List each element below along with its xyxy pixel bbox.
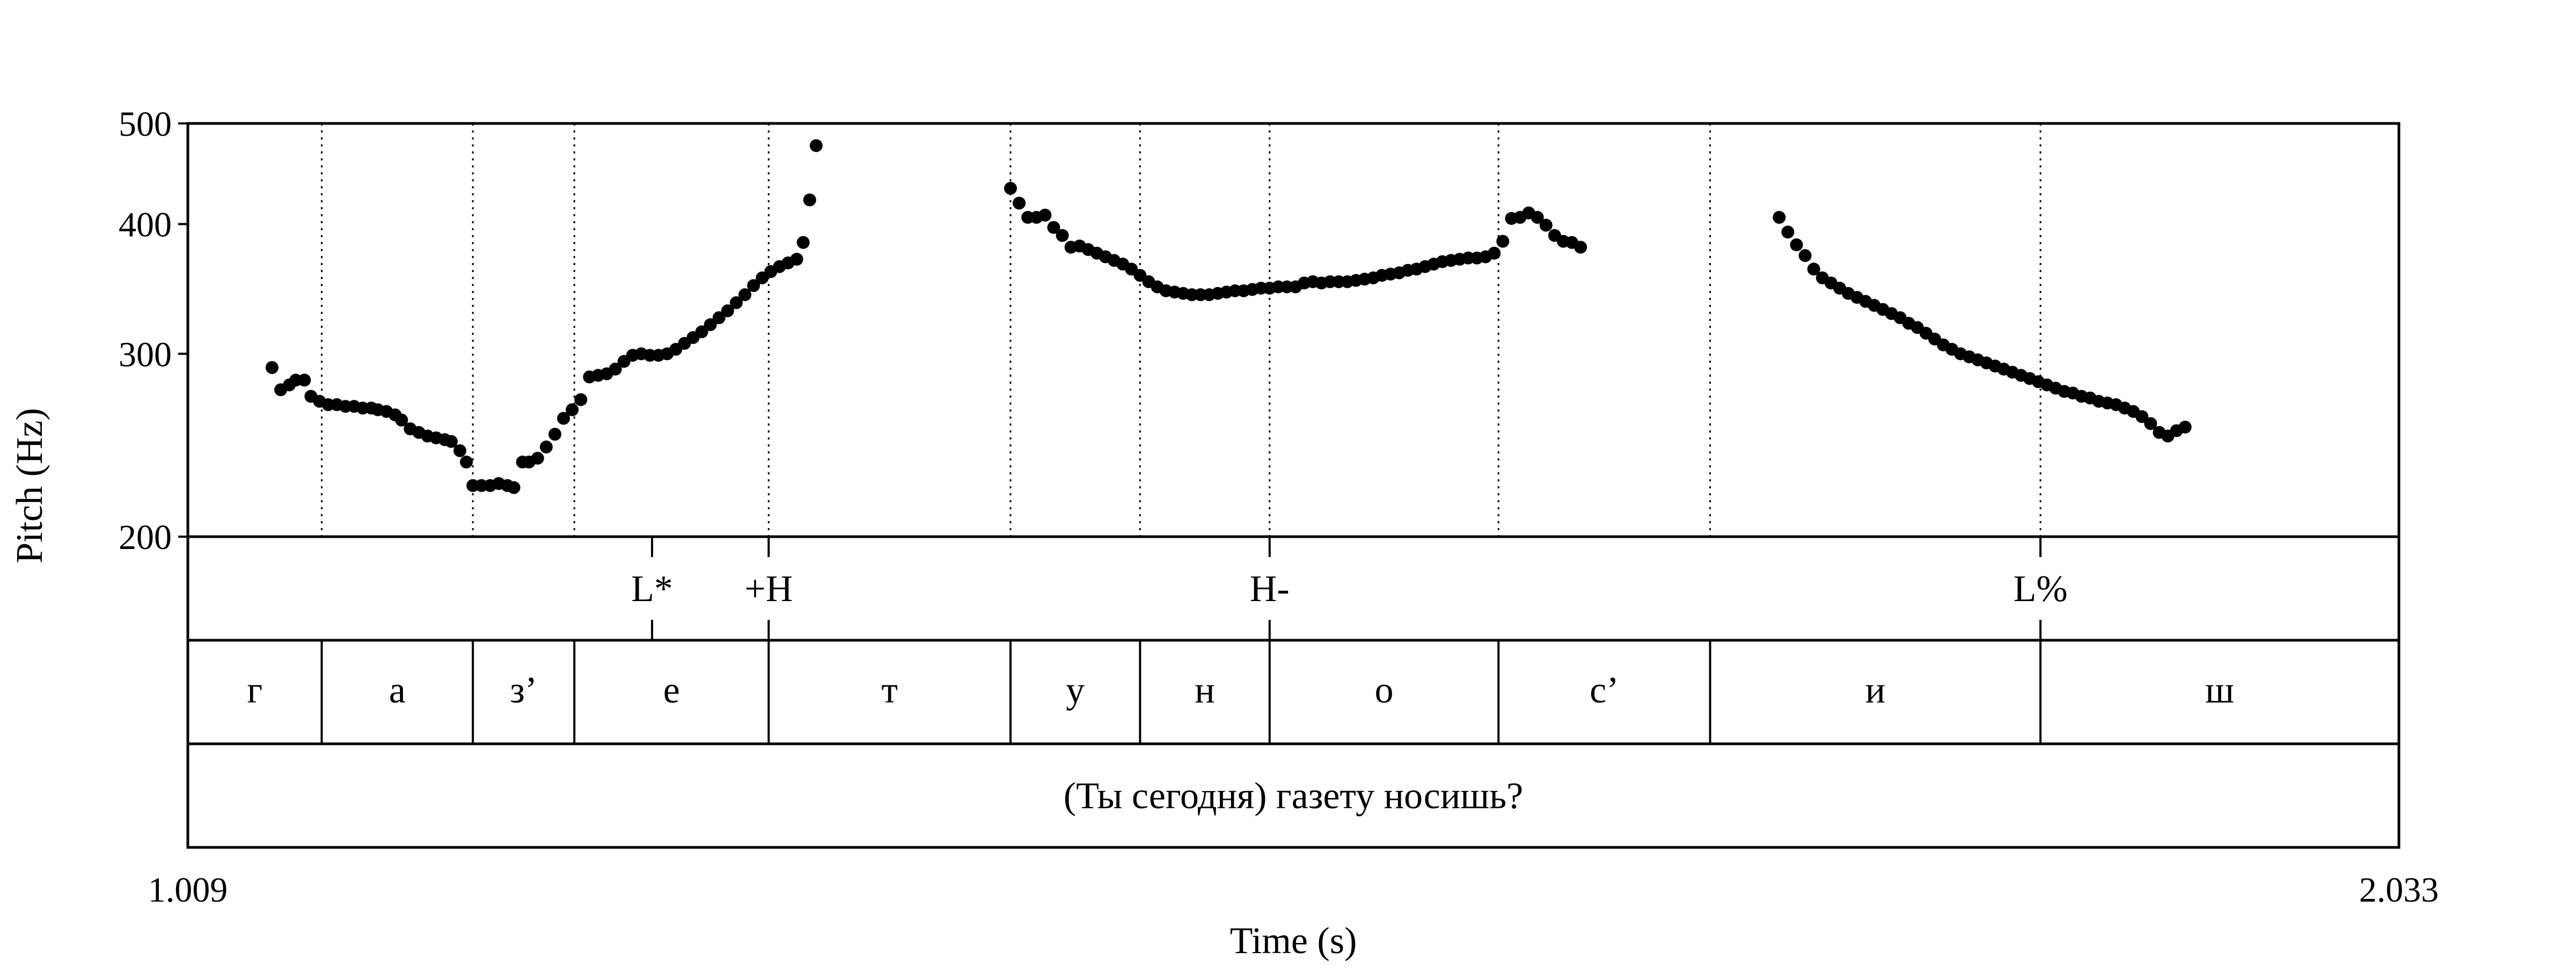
pitch-point-71 <box>1038 208 1052 222</box>
pitch-point-133 <box>1574 240 1587 254</box>
pitch-point-22 <box>444 435 458 448</box>
y-tick-label-300: 300 <box>119 335 172 374</box>
x-tick-label-start: 1.009 <box>148 870 228 910</box>
pitch-track <box>265 139 2192 494</box>
pitch-point-38 <box>574 393 588 406</box>
pitch-point-65 <box>803 193 816 207</box>
pitch-point-176 <box>2135 410 2149 423</box>
segment-label-9: и <box>1865 670 1885 711</box>
tone-label-3: L% <box>2014 568 2068 610</box>
pitch-point-0 <box>265 361 279 374</box>
segment-label-4: т <box>881 670 898 711</box>
segment-label-8: с’ <box>1590 670 1619 711</box>
pitch-point-36 <box>557 412 570 425</box>
pitch-point-37 <box>566 403 579 416</box>
tone-label-2: H- <box>1250 568 1290 610</box>
y-tick-label-200: 200 <box>119 518 172 557</box>
y-axis-title: Pitch (Hz) <box>9 408 50 564</box>
pitch-point-33 <box>531 451 544 465</box>
segment-boundary-lines <box>320 123 2041 537</box>
pitch-point-136 <box>1790 238 1803 252</box>
segment-label-3: е <box>663 670 680 711</box>
pitch-point-138 <box>1807 262 1820 276</box>
pitch-point-58 <box>747 279 760 292</box>
pitch-point-24 <box>460 455 473 469</box>
pitch-point-68 <box>1013 196 1026 210</box>
pitch-point-124 <box>1496 235 1510 248</box>
pitch-point-57 <box>738 288 752 302</box>
pitch-point-135 <box>1781 225 1795 239</box>
pitch-point-56 <box>729 296 743 310</box>
pitch-point-23 <box>453 444 466 457</box>
pitch-point-4 <box>298 374 311 387</box>
pitch-point-53 <box>704 318 717 332</box>
pitch-point-177 <box>2144 417 2157 430</box>
pitch-point-73 <box>1056 229 1069 242</box>
x-tick-label-end: 2.033 <box>2359 870 2439 910</box>
pitch-point-181 <box>2178 420 2192 434</box>
pitch-point-64 <box>796 236 810 249</box>
segment-label-10: ш <box>2205 670 2234 711</box>
segment-label-0: г <box>247 670 262 711</box>
pitch-point-66 <box>809 139 823 152</box>
pitch-point-52 <box>695 325 708 339</box>
segment-tier: г а з’ е т у н о с’ и ш <box>247 640 2234 744</box>
pitch-point-55 <box>721 304 734 318</box>
pitch-point-129 <box>1539 218 1553 232</box>
segment-label-2: з’ <box>510 670 537 711</box>
pitch-point-34 <box>539 440 553 453</box>
chart-frames <box>186 122 2401 849</box>
pitch-point-72 <box>1047 221 1060 234</box>
pitch-panel-frame <box>186 122 2401 538</box>
pitch-point-63 <box>790 253 803 266</box>
y-axis-ticks: 500 400 300 200 <box>119 105 188 557</box>
pitch-point-134 <box>1773 211 1786 224</box>
segment-label-5: у <box>1066 670 1085 711</box>
sentence-label: (Ты сегодня) газету носишь? <box>1064 775 1523 817</box>
pitch-point-128 <box>1531 211 1544 224</box>
pitch-point-35 <box>548 428 561 441</box>
segment-label-6: н <box>1195 670 1214 711</box>
tone-label-0: L* <box>631 568 673 610</box>
segment-label-7: о <box>1374 670 1393 711</box>
pitch-point-67 <box>1004 181 1017 195</box>
segment-label-1: а <box>389 670 406 711</box>
y-tick-label-500: 500 <box>119 105 172 144</box>
tone-tier: L* +H H- L% <box>631 537 2068 640</box>
pitch-point-123 <box>1488 246 1501 260</box>
pitch-point-137 <box>1798 249 1812 262</box>
x-axis-title: Time (s) <box>1230 920 1357 962</box>
tone-label-1: +H <box>744 568 793 610</box>
pitch-point-54 <box>712 311 726 325</box>
pitch-point-16 <box>395 413 408 427</box>
pitch-point-42 <box>609 362 622 376</box>
sentence-tier-frame <box>186 742 2401 849</box>
y-tick-label-400: 400 <box>119 206 172 245</box>
pitch-point-30 <box>507 481 521 494</box>
